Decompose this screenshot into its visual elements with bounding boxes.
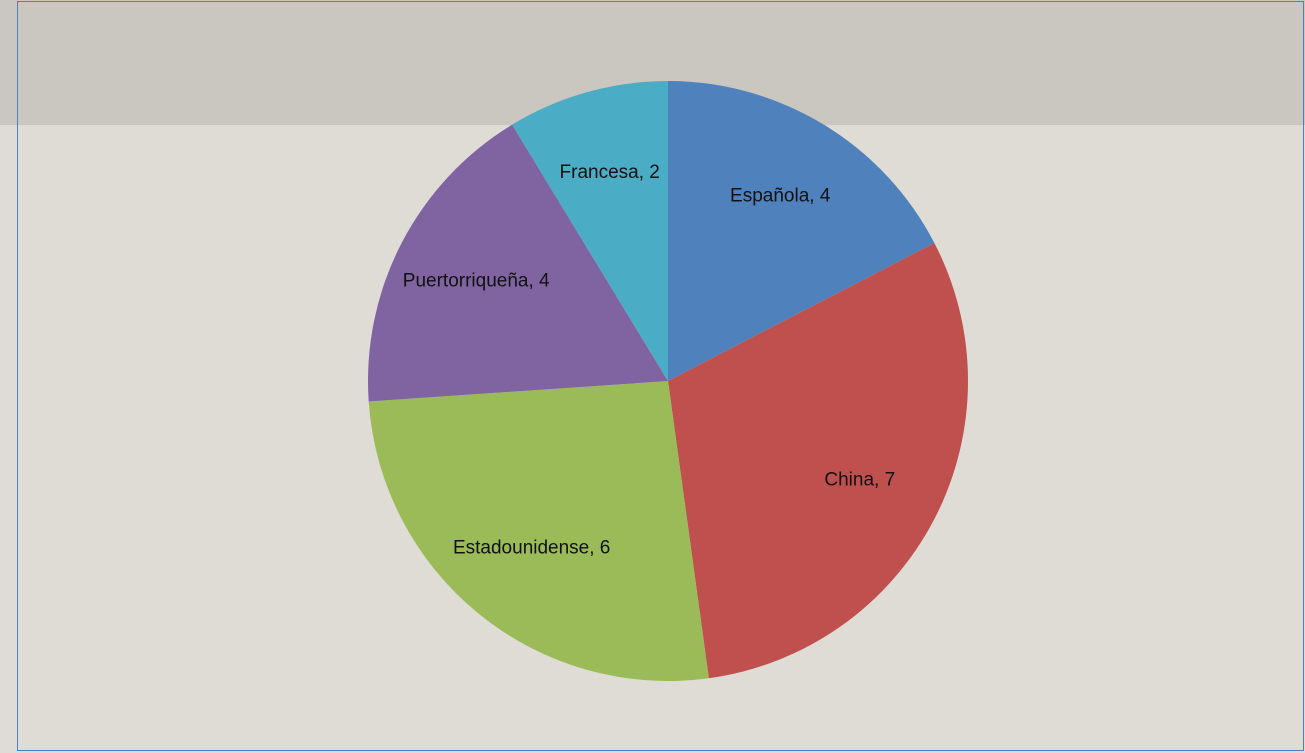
data-label: Española, 4 <box>730 185 831 206</box>
data-label: Puertorriqueña, 4 <box>403 271 550 292</box>
data-label: Francesa, 2 <box>560 162 660 183</box>
pie-slice <box>368 381 709 681</box>
pie-slice <box>668 81 935 381</box>
data-label: Estadounidense, 6 <box>453 538 610 559</box>
pie-slice <box>512 81 668 381</box>
frame <box>17 1 1304 751</box>
pie-slice <box>367 124 668 402</box>
pie-slice <box>668 242 969 679</box>
data-label: China, 7 <box>824 469 895 490</box>
